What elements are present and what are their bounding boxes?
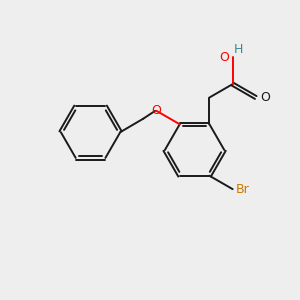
Text: H: H [234, 43, 244, 56]
Text: O: O [152, 104, 161, 117]
Text: Br: Br [236, 183, 249, 196]
Text: O: O [219, 51, 229, 64]
Text: O: O [260, 91, 270, 104]
